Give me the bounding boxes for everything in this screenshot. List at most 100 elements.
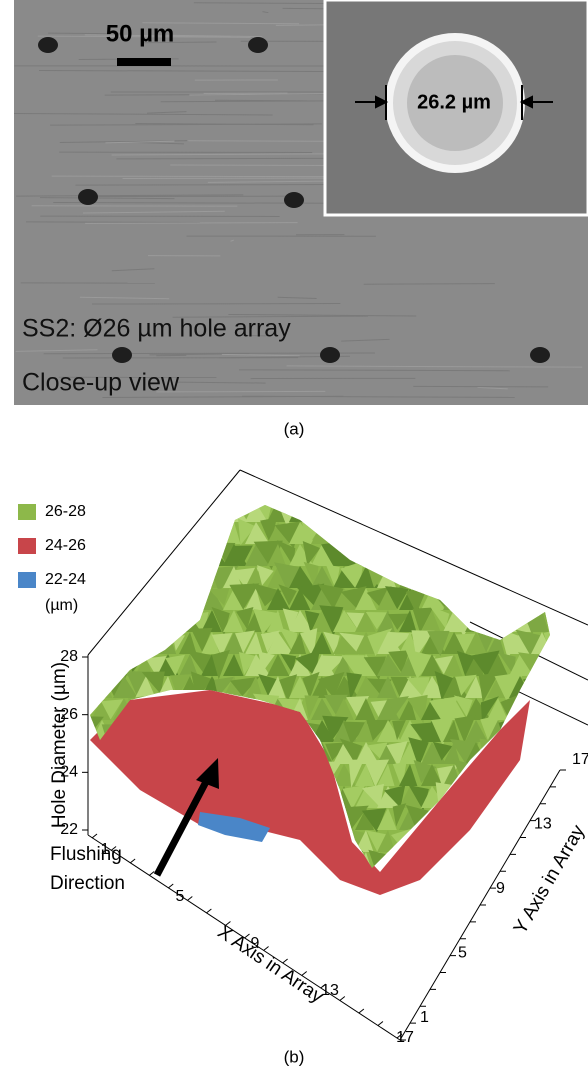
facet [113, 522, 132, 544]
facet [531, 830, 557, 852]
facet [289, 500, 307, 522]
facet [82, 677, 98, 694]
facet [421, 566, 447, 588]
facet [289, 852, 312, 874]
facet [135, 852, 157, 874]
facet [487, 808, 509, 830]
facet [385, 518, 407, 541]
facet [157, 500, 182, 522]
facet [121, 496, 145, 518]
facet [211, 871, 239, 893]
x-tick-label: 5 [176, 888, 185, 905]
facet [421, 544, 444, 566]
streak [364, 284, 495, 285]
facet [465, 852, 485, 874]
facet [259, 855, 278, 870]
facet [304, 871, 318, 900]
y-axis-title: Y Axis in Array [510, 821, 588, 938]
x-axis-title: X Axis in Array [214, 922, 328, 1008]
facet [97, 805, 121, 827]
facet [377, 522, 397, 544]
legend-swatch [18, 504, 36, 520]
facet [104, 656, 126, 680]
facet [531, 742, 552, 764]
facet [531, 544, 556, 566]
facet [433, 561, 453, 589]
facet [98, 518, 121, 545]
facet [509, 808, 527, 830]
facet [324, 502, 341, 522]
facet [465, 830, 487, 852]
facet [553, 500, 576, 522]
facet [102, 587, 127, 612]
scale-bar-label: 50 µm [106, 20, 175, 47]
facet [553, 544, 573, 566]
facet [520, 518, 547, 546]
facet [443, 566, 461, 588]
facet [542, 544, 560, 562]
facet [192, 853, 213, 873]
facet [543, 743, 568, 763]
facet [543, 717, 561, 745]
facet [145, 540, 168, 563]
facet [164, 585, 186, 615]
facet [391, 540, 405, 568]
legend-label: 26-28 [45, 503, 86, 520]
facet [474, 501, 495, 527]
facet [102, 783, 124, 806]
facet [451, 502, 473, 519]
facet [245, 852, 264, 874]
facet [465, 544, 487, 566]
facet [135, 500, 161, 522]
facet [412, 497, 435, 523]
facet [252, 871, 278, 892]
facet [355, 500, 378, 522]
facet [141, 805, 164, 827]
facet [190, 833, 209, 851]
facet [494, 589, 524, 605]
facet [106, 611, 128, 628]
facet [124, 628, 148, 655]
facet [342, 498, 368, 524]
facet [540, 654, 566, 674]
facet [91, 610, 111, 632]
facet [148, 832, 168, 853]
panel-label: (b) [284, 1047, 305, 1066]
facet [518, 546, 537, 565]
x-minor-tick [378, 1022, 383, 1026]
y-tick-label: 1 [420, 1009, 429, 1026]
facet [121, 828, 142, 847]
facet [473, 584, 494, 611]
y-tick-label: 17 [572, 751, 588, 768]
x-minor-tick [130, 859, 135, 863]
facet [91, 522, 108, 544]
facet [487, 544, 507, 566]
facet [487, 522, 505, 544]
facet [98, 565, 120, 587]
z-tick-label: 22 [60, 821, 78, 838]
facet [531, 522, 556, 544]
facet [443, 852, 469, 874]
facet [113, 500, 134, 522]
facet [120, 583, 144, 613]
facet [509, 852, 533, 874]
x-minor-tick [187, 897, 192, 901]
facet [230, 869, 257, 901]
facet [83, 785, 106, 809]
facet [135, 632, 158, 654]
facet [267, 852, 286, 874]
facet [487, 500, 508, 522]
facet [84, 764, 99, 782]
facet [539, 500, 567, 521]
facet [280, 851, 298, 875]
x-minor-tick [206, 909, 211, 913]
facet [141, 586, 164, 607]
facet [215, 851, 235, 870]
facet [170, 605, 190, 627]
facet [127, 565, 149, 585]
facet [451, 522, 480, 543]
facet [553, 588, 580, 610]
facet [91, 588, 117, 610]
facet [509, 786, 528, 808]
facet [298, 502, 326, 523]
